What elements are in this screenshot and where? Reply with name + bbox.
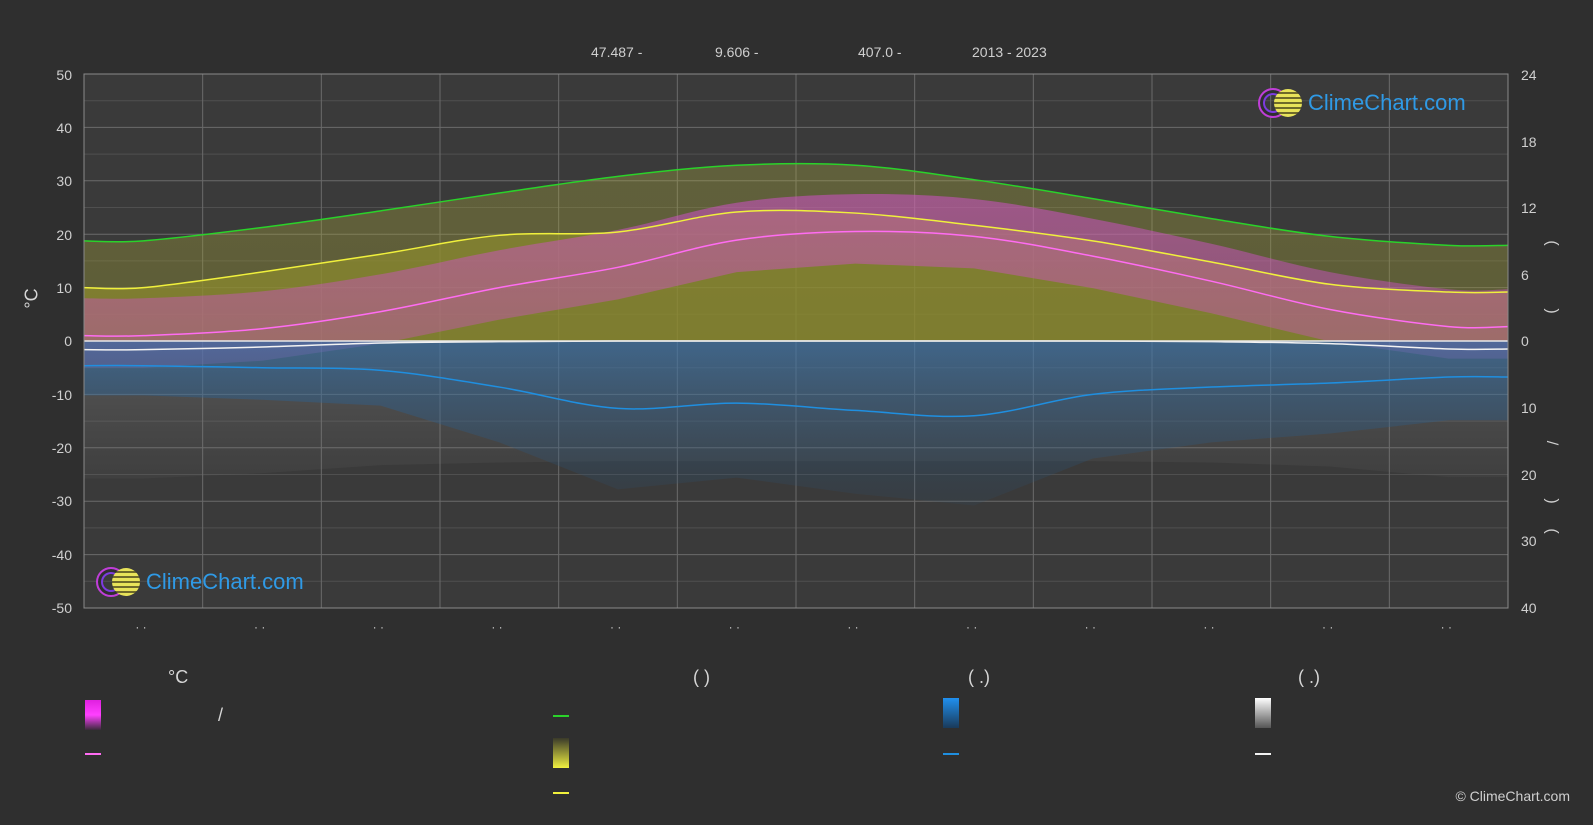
month-label: · · bbox=[135, 620, 147, 634]
sunshine-line bbox=[83, 209, 1509, 294]
left-tick-minus30: -30 bbox=[51, 493, 72, 509]
month-label: · · bbox=[372, 620, 384, 634]
month-label: · · bbox=[728, 620, 740, 634]
left-tick-50: 50 bbox=[56, 67, 72, 83]
chart-areas bbox=[84, 163, 1508, 506]
precipitation-area bbox=[84, 341, 1508, 506]
right-tick-24: 24 bbox=[1521, 67, 1537, 83]
legend-rain-title: ( .) bbox=[968, 667, 990, 687]
header-latitude: 47.487 - bbox=[591, 44, 643, 60]
logo-sun-icon bbox=[1274, 89, 1302, 117]
right-tick-40: 40 bbox=[1521, 600, 1537, 616]
temperature-range-area bbox=[84, 194, 1508, 368]
month-label: · · bbox=[1084, 620, 1096, 634]
month-label: · · bbox=[1440, 620, 1452, 634]
logo-text: ClimeChart.com bbox=[146, 569, 304, 594]
logo-text: ClimeChart.com bbox=[1308, 90, 1466, 115]
right-axis-label-fragment: ) bbox=[1543, 308, 1561, 314]
legend-daylight-line bbox=[553, 715, 569, 717]
copyright: © ClimeChart.com bbox=[1455, 788, 1570, 804]
legend-snow-swatch bbox=[1255, 698, 1271, 728]
legend-sun-title: ( ) bbox=[693, 667, 710, 687]
month-label: · · bbox=[1322, 620, 1334, 634]
logo-top-right: ClimeChart.com bbox=[1258, 88, 1466, 118]
logo-bottom-left: ClimeChart.com bbox=[96, 567, 304, 597]
right-tick-18: 18 bbox=[1521, 134, 1537, 150]
legend-temp-slash: / bbox=[218, 705, 224, 725]
right-tick-10: 10 bbox=[1521, 400, 1537, 416]
month-label: · · bbox=[254, 620, 266, 634]
legend-sunshine-line bbox=[553, 792, 569, 794]
left-tick-minus40: -40 bbox=[51, 547, 72, 563]
legend-rain-swatch bbox=[943, 698, 959, 728]
month-label: · · bbox=[847, 620, 859, 634]
right-axis-label-fragment: ( bbox=[1543, 240, 1561, 246]
right-axis-label-fragment: ( bbox=[1543, 528, 1561, 534]
legend-temp-title: °C bbox=[168, 667, 189, 687]
right-axis-label-fragment: ) bbox=[1543, 498, 1561, 504]
left-tick-minus10: -10 bbox=[51, 387, 72, 403]
legend-sunshine-swatch bbox=[553, 738, 569, 768]
legend-swatches bbox=[85, 698, 1271, 768]
legend-temp-mean-line bbox=[85, 753, 101, 755]
month-label: · · bbox=[491, 620, 503, 634]
header-elevation: 407.0 - bbox=[858, 44, 902, 60]
legend-temp-range-swatch bbox=[85, 700, 101, 730]
month-label: · · bbox=[966, 620, 978, 634]
temperature-mean-line bbox=[83, 230, 1509, 337]
daylight-line bbox=[83, 162, 1509, 247]
header-years: 2013 - 2023 bbox=[972, 44, 1047, 60]
right-tick-0: 0 bbox=[1521, 333, 1529, 349]
right-tick-6: 6 bbox=[1521, 267, 1529, 283]
left-tick-10: 10 bbox=[56, 280, 72, 296]
month-label: · · bbox=[1203, 620, 1215, 634]
right-tick-12: 12 bbox=[1521, 200, 1537, 216]
rain-line bbox=[83, 364, 1509, 418]
chart-lines bbox=[83, 162, 1509, 418]
left-tick-30: 30 bbox=[56, 173, 72, 189]
month-label: · · bbox=[610, 620, 622, 634]
header-longitude: 9.606 - bbox=[715, 44, 759, 60]
left-tick-40: 40 bbox=[56, 120, 72, 136]
right-tick-30: 30 bbox=[1521, 533, 1537, 549]
logo-sun-icon bbox=[112, 568, 140, 596]
right-tick-20: 20 bbox=[1521, 467, 1537, 483]
legend-snow-line bbox=[1255, 753, 1271, 755]
legend-snow-title: ( .) bbox=[1298, 667, 1320, 687]
left-tick-20: 20 bbox=[56, 227, 72, 243]
left-tick-minus20: -20 bbox=[51, 440, 72, 456]
right-axis-label-fragment: / bbox=[1543, 440, 1561, 446]
left-axis-unit: °C bbox=[21, 288, 42, 309]
left-tick-0: 0 bbox=[64, 333, 72, 349]
legend-rain-line bbox=[943, 753, 959, 755]
left-tick-minus50: -50 bbox=[51, 600, 72, 616]
